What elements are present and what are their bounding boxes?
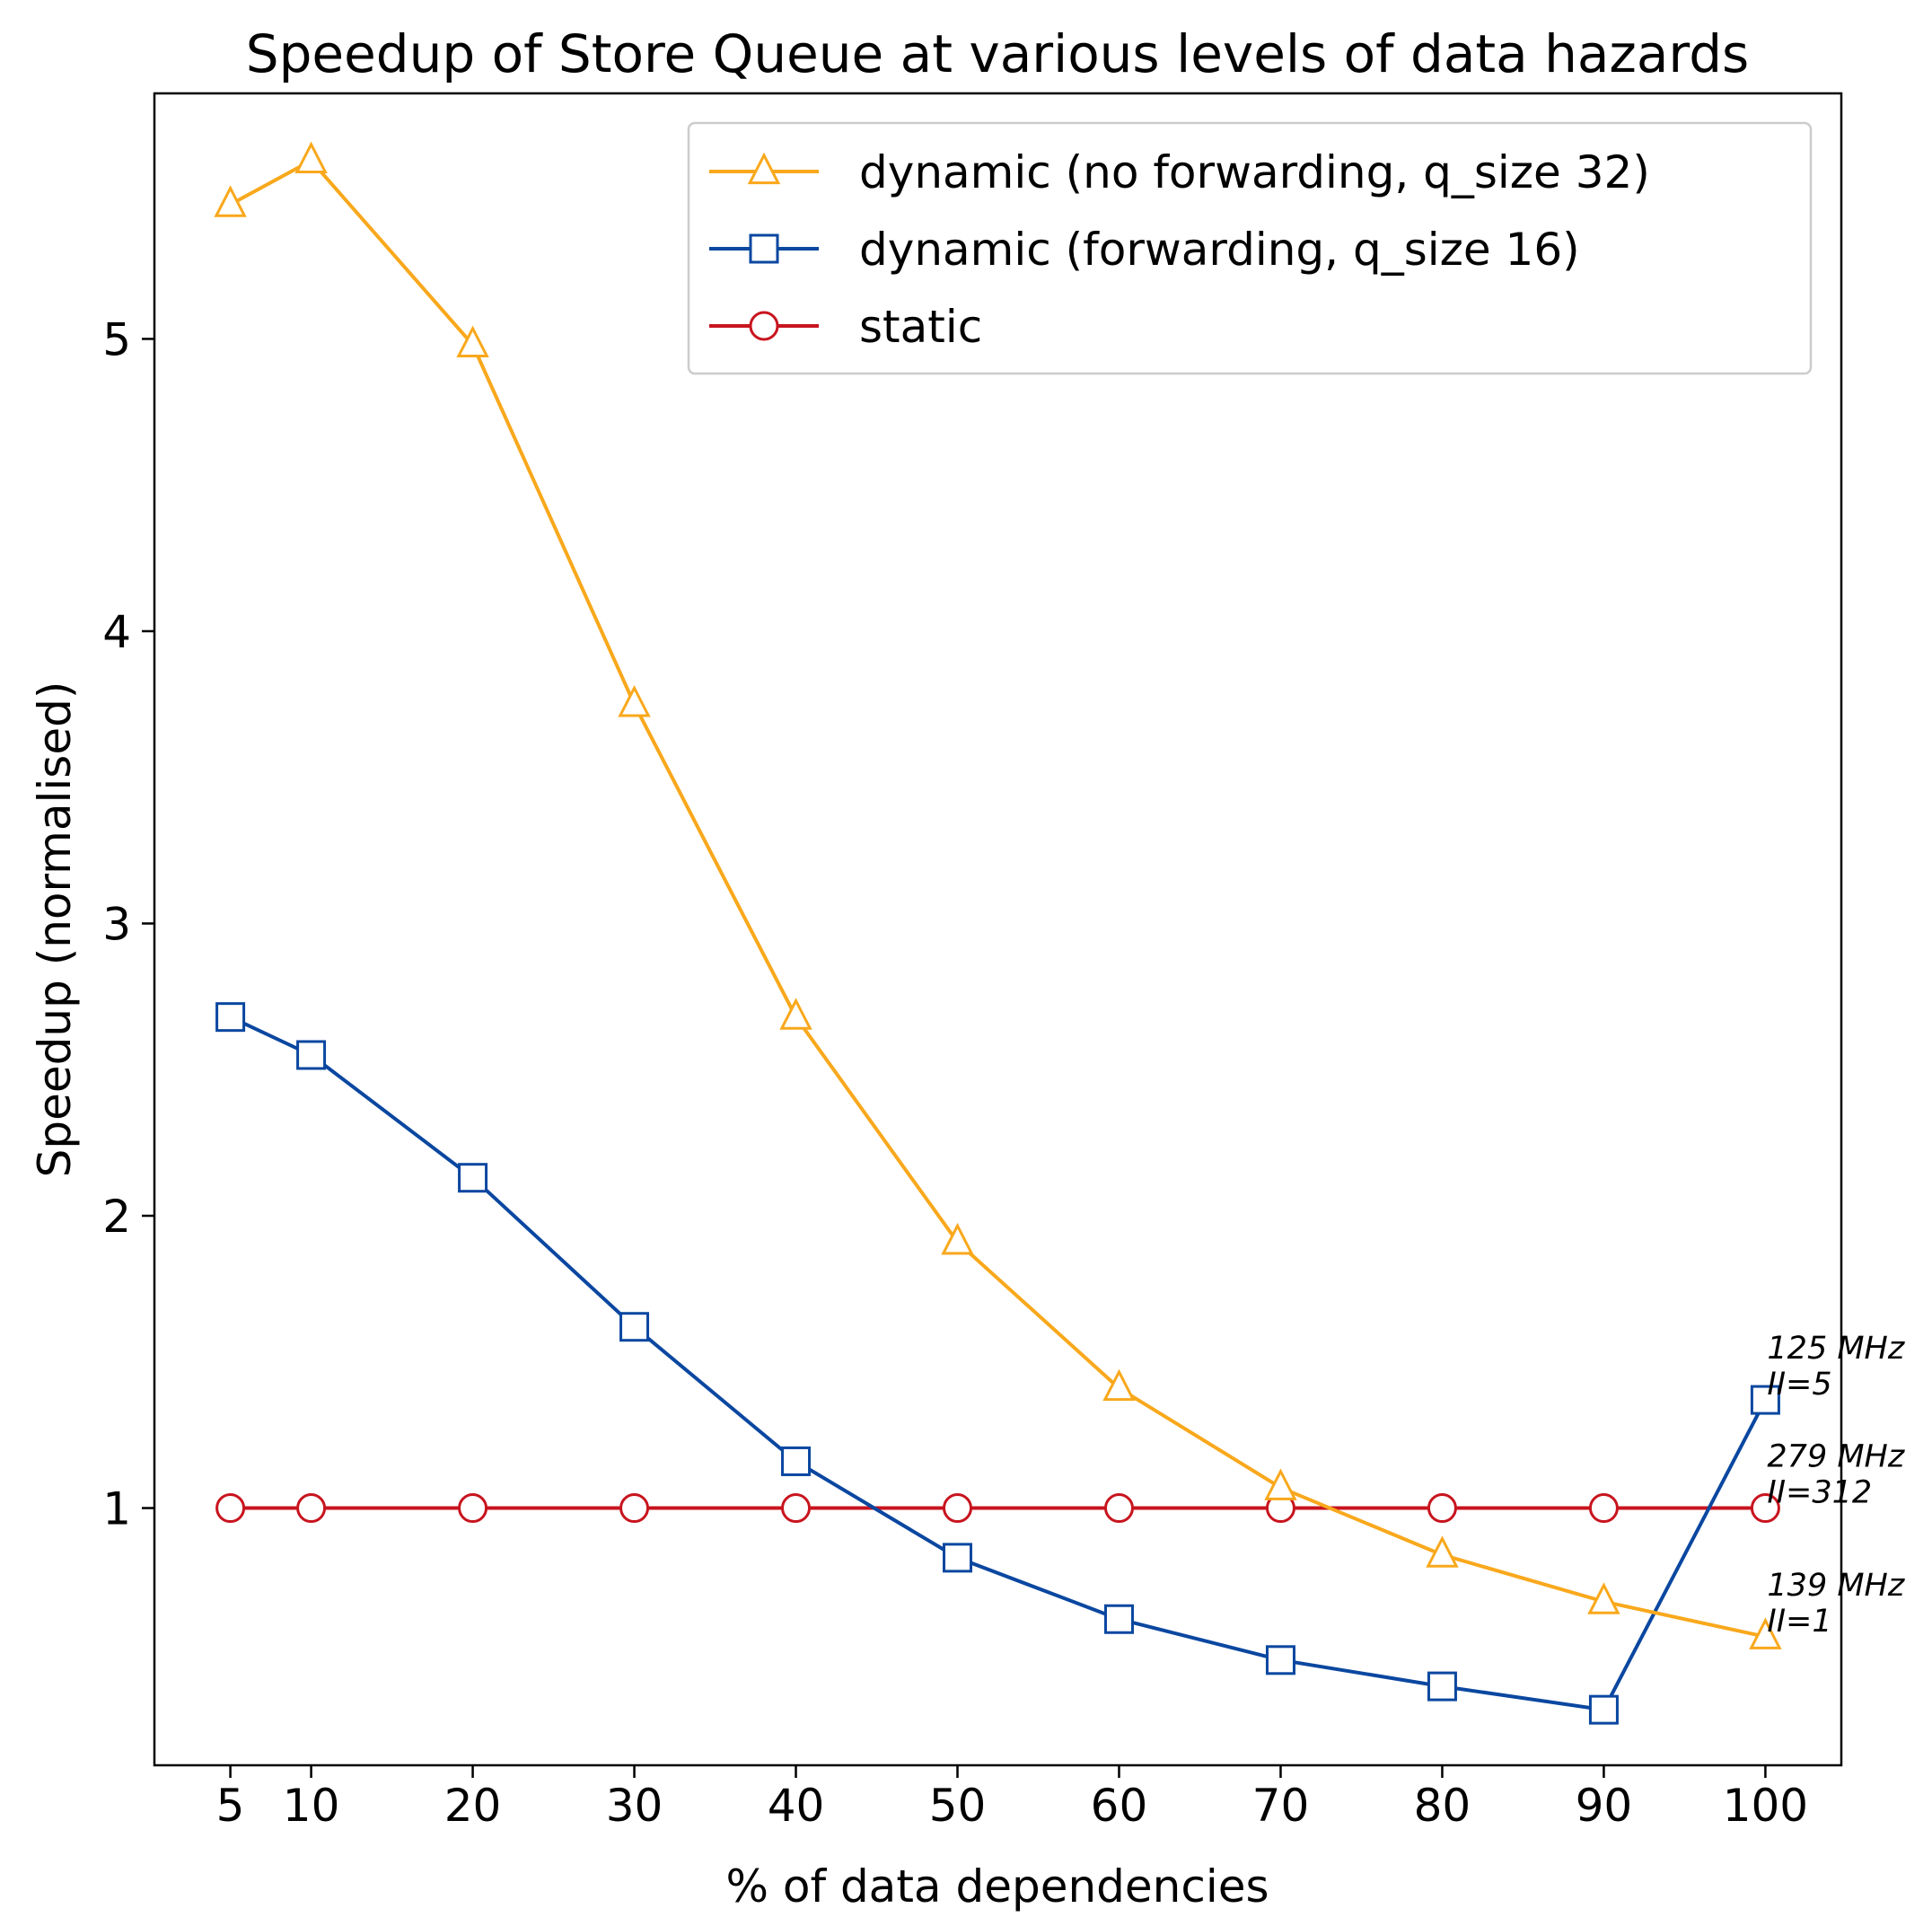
data-point [1264,1468,1297,1500]
data-point [1587,1582,1620,1614]
legend-label: dynamic (no forwarding, q_size 32) [859,146,1650,198]
data-point [1265,1645,1295,1675]
data-point [214,185,247,217]
x-tick-label: 70 [1252,1780,1310,1832]
data-point [215,1002,246,1033]
data-point [296,1040,327,1070]
x-tick-label: 30 [606,1780,663,1832]
x-tick-label: 100 [1723,1780,1808,1832]
data-point [215,1493,246,1524]
data-point [1749,1617,1782,1649]
x-tick-label: 80 [1414,1780,1471,1832]
legend-marker [749,311,779,341]
y-tick-label: 4 [102,606,131,658]
series-square [215,1002,1780,1725]
plot-frame [153,92,1843,1767]
annotation-label: II=312 [1767,1475,1872,1511]
y-axis-label: Speedup (normalised) [29,682,81,1178]
data-point [1588,1694,1619,1725]
annotation-label: II=1 [1767,1604,1831,1640]
legend-marker [749,233,779,264]
data-point [941,1222,974,1255]
y-tick-label: 5 [102,313,131,365]
data-point [943,1493,973,1524]
legend-entry: dynamic (no forwarding, q_size 32) [709,146,1650,198]
legend-marker [747,152,781,185]
annotation-label: 125 MHz [1767,1331,1904,1367]
legend: dynamic (no forwarding, q_size 32) dynami… [687,121,1813,375]
x-tick-label: 40 [768,1780,825,1832]
annotation-label: II=5 [1767,1367,1831,1403]
x-tick-label: 10 [283,1780,340,1832]
series-layer [214,141,1782,1725]
annotation-label: 139 MHz [1767,1568,1904,1604]
legend-entry: static [709,301,982,353]
data-point [781,1493,812,1524]
data-point [1103,1604,1134,1634]
legend-label: static [859,301,982,353]
data-point [1102,1368,1136,1402]
data-point [296,1493,327,1524]
data-point [619,1493,650,1524]
x-axis-label: % of data dependencies [725,1860,1269,1913]
data-point [1103,1493,1134,1524]
x-axis: 5 10 20 30 40 50 60 70 80 90 100 [216,1765,1808,1832]
data-point [618,684,651,717]
x-tick-label: 50 [929,1780,987,1832]
x-tick-label: 90 [1576,1780,1633,1832]
x-tick-label: 60 [1091,1780,1148,1832]
data-point [781,1446,812,1476]
chart-title: Speedup of Store Queue at various levels… [246,23,1749,84]
data-point [456,325,489,358]
data-point [1427,1671,1457,1702]
x-tick-label: 20 [444,1780,502,1832]
data-point [294,141,328,173]
annotation-label: 279 MHz [1767,1439,1904,1475]
y-tick-label: 3 [102,898,131,950]
data-point [619,1312,650,1342]
legend-entry: dynamic (forwarding, q_size 16) [709,224,1580,276]
legend-box [687,121,1813,375]
series-triangle [214,141,1782,1649]
data-point [1750,1385,1780,1415]
data-point [779,998,812,1030]
legend-label: dynamic (forwarding, q_size 16) [859,224,1580,276]
x-tick-label: 5 [216,1780,245,1832]
data-point [1427,1493,1457,1524]
data-point [1750,1493,1780,1524]
data-point [1426,1535,1459,1568]
data-point [943,1543,973,1573]
y-axis: 1 2 3 4 5 [102,313,154,1535]
data-point [1588,1493,1619,1524]
y-tick-label: 2 [102,1191,131,1243]
data-point [458,1163,488,1193]
y-tick-label: 1 [102,1483,131,1535]
series-circle [215,1493,1780,1524]
data-point [458,1493,488,1524]
